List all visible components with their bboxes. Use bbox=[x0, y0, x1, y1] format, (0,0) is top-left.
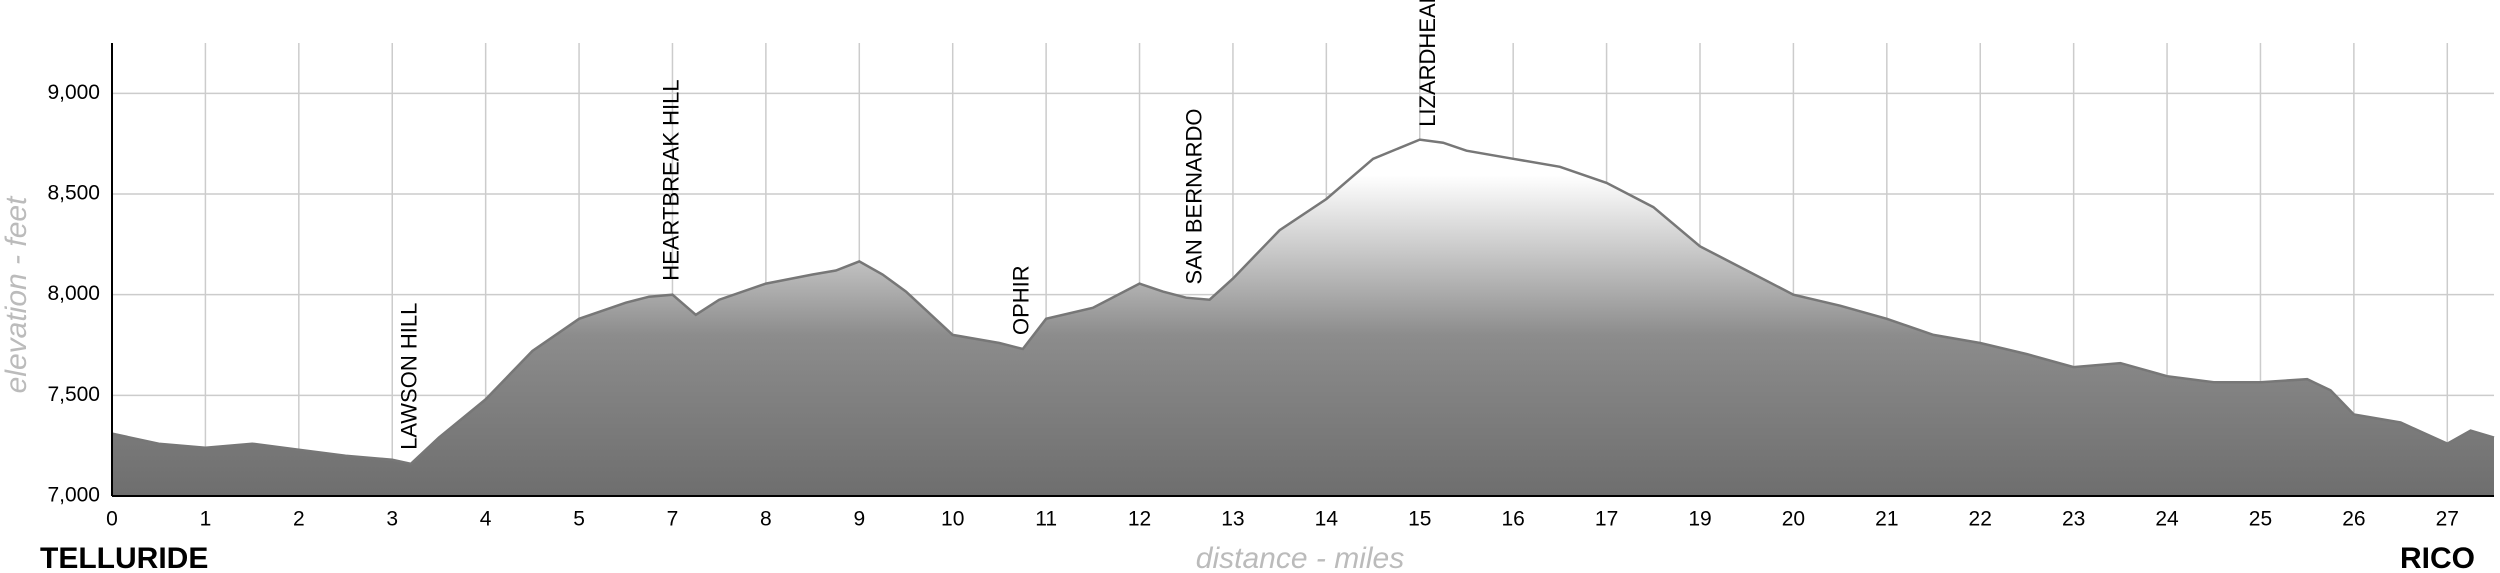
end-label: RICO bbox=[2400, 542, 2475, 573]
x-tick-label: 2 bbox=[293, 508, 305, 531]
x-tick-label: 3 bbox=[386, 508, 398, 531]
x-tick-label: 5 bbox=[573, 508, 585, 531]
x-tick-label: 27 bbox=[2436, 508, 2459, 531]
elevation-area bbox=[112, 139, 2494, 496]
x-tick-label: 11 bbox=[1035, 508, 1057, 531]
x-tick-label: 21 bbox=[1875, 508, 1898, 531]
x-tick-label: 9 bbox=[853, 508, 865, 531]
x-tick-label: 1 bbox=[200, 508, 212, 531]
x-axis-label: distance - miles bbox=[1196, 542, 1404, 573]
annotation: HEARTBREAK HILL bbox=[658, 79, 683, 280]
x-tick-label: 17 bbox=[1595, 508, 1618, 531]
annotation: OPHIR bbox=[1009, 265, 1034, 335]
x-tick-label: 8 bbox=[760, 508, 772, 531]
x-tick-label: 0 bbox=[106, 508, 118, 531]
x-tick-label: 25 bbox=[2249, 508, 2272, 531]
x-tick-label: 4 bbox=[480, 508, 492, 531]
x-tick-label: 20 bbox=[1782, 508, 1805, 531]
x-tick-label: 7 bbox=[667, 508, 679, 531]
x-tick-label: 19 bbox=[1688, 508, 1711, 531]
annotation: LAWSON HILL bbox=[397, 303, 422, 450]
y-tick-label: 8,000 bbox=[47, 282, 100, 305]
x-tick-label: 23 bbox=[2062, 508, 2085, 531]
x-tick-label: 16 bbox=[1501, 508, 1524, 531]
x-tick-label: 13 bbox=[1221, 508, 1244, 531]
x-tick-label: 22 bbox=[1969, 508, 1992, 531]
x-tick-label: 12 bbox=[1128, 508, 1151, 531]
start-label: TELLURIDE bbox=[40, 542, 208, 573]
y-tick-label: 8,500 bbox=[47, 182, 100, 205]
y-axis-label: elevation - feet bbox=[0, 195, 33, 393]
x-tick-label: 26 bbox=[2342, 508, 2365, 531]
x-tick-label: 24 bbox=[2155, 508, 2179, 531]
y-tick-label: 7,500 bbox=[47, 383, 100, 406]
x-tick-label: 15 bbox=[1408, 508, 1431, 531]
elevation-line bbox=[111, 138, 2495, 466]
annotation: LIZARDHEAD bbox=[1415, 0, 1440, 127]
annotation: SAN BERNARDO bbox=[1181, 108, 1206, 284]
y-tick-label: 7,000 bbox=[47, 484, 100, 507]
x-tick-label: 14 bbox=[1315, 508, 1339, 531]
y-tick-label: 9,000 bbox=[47, 81, 100, 104]
x-tick-label: 10 bbox=[941, 508, 964, 531]
